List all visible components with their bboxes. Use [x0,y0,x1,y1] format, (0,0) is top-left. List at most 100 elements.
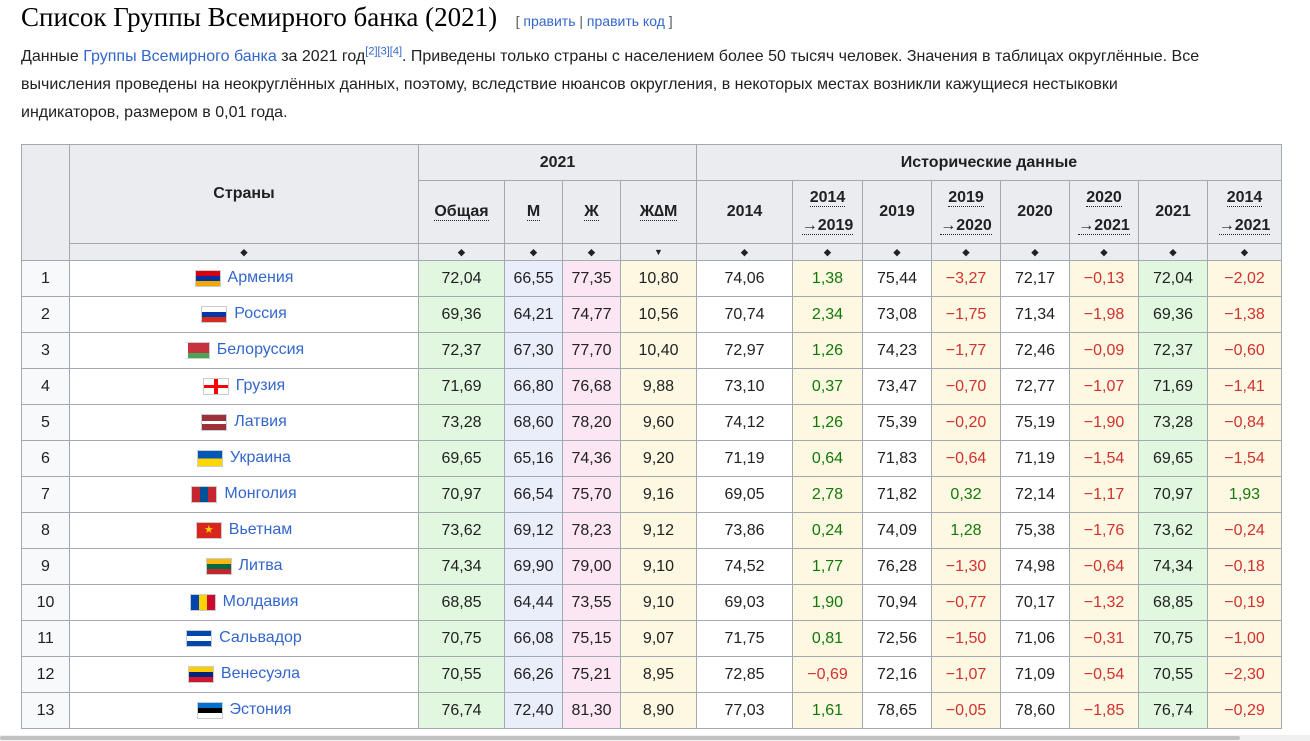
col-male-header[interactable]: М [504,180,563,244]
sort-button-country[interactable]: ◆ [69,243,419,261]
country-link[interactable]: Молдавия [222,593,299,611]
col-hist-header-6[interactable]: 2021 [1138,180,1208,244]
col-hist-header-2[interactable]: 2019 [862,180,932,244]
rank-cell: 8 [21,512,70,549]
value-cell: 69,12 [504,512,563,549]
value-cell: 68,85 [1138,584,1208,621]
sort-button-1[interactable]: ◆ [418,243,505,261]
sort-button-5[interactable]: ◆ [696,243,793,261]
flag-icon [191,485,218,503]
value-cell: 72,97 [696,332,793,369]
value-cell: 70,55 [418,656,505,693]
col-hist-sublabel: →2021 [1218,217,1271,235]
value-cell: 68,85 [418,584,505,621]
value-cell: 72,04 [1138,260,1208,297]
scrollbar-thumb[interactable] [0,736,1240,740]
edit-link[interactable]: править [523,13,576,29]
sort-button-11[interactable]: ◆ [1138,243,1208,261]
world-bank-link[interactable]: Группы Всемирного банка [83,48,277,65]
country-cell: Грузия [69,368,419,405]
value-cell: −0,05 [931,692,1001,729]
value-cell: 78,20 [562,404,621,441]
country-link[interactable]: Литва [238,557,283,575]
value-cell: 74,98 [1000,548,1070,585]
country-cell: Венесуэла [69,656,419,693]
value-cell: 1,26 [792,404,863,441]
sort-button-9[interactable]: ◆ [1000,243,1070,261]
country-link[interactable]: Эстония [229,701,292,719]
sort-button-3[interactable]: ◆ [562,243,621,261]
value-cell: 74,23 [862,332,932,369]
value-cell: 70,94 [862,584,932,621]
value-cell: 71,06 [1000,620,1070,657]
flag-icon [194,269,221,287]
value-cell: −0,70 [931,368,1001,405]
edit-code-link[interactable]: править код [586,13,665,29]
value-cell: 73,28 [1138,404,1208,441]
value-cell: 73,47 [862,368,932,405]
country-link[interactable]: Россия [234,305,287,323]
country-link[interactable]: Венесуэла [220,665,301,683]
col-hist-header-5[interactable]: 2020 →2021 [1069,180,1139,244]
value-cell: 66,80 [504,368,563,405]
col-total-header[interactable]: Общая [418,180,505,244]
intro-text-2: за 2021 год [276,48,366,65]
value-cell: 72,40 [504,692,563,729]
table-row: 7 Монголия 70,97 66,54 75,70 9,16 69,05 2,78 71,… [21,476,1282,513]
sort-button-6[interactable]: ◆ [792,243,863,261]
col-diff-label: Ж∆М [639,203,678,221]
value-cell: 72,77 [1000,368,1070,405]
country-link[interactable]: Монголия [224,485,297,503]
sort-button-8[interactable]: ◆ [931,243,1001,261]
value-cell: −0,13 [1069,260,1139,297]
value-cell: 75,39 [862,404,932,441]
value-cell: −1,90 [1069,404,1139,441]
value-cell: 10,80 [620,260,697,297]
sort-button-2[interactable]: ◆ [504,243,563,261]
value-cell: 67,30 [504,332,563,369]
flag-icon [196,701,223,719]
horizontal-scrollbar[interactable] [0,735,1310,741]
country-link[interactable]: Армения [227,269,294,287]
sort-button-10[interactable]: ◆ [1069,243,1139,261]
rank-cell: 5 [21,404,70,441]
flag-icon [205,557,232,575]
value-cell: 71,19 [696,440,793,477]
intro-text-1: Данные [21,48,84,65]
ref-link-4[interactable]: [4] [389,45,402,58]
value-cell: 72,37 [1138,332,1208,369]
col-diff-header[interactable]: Ж∆М [620,180,697,244]
col-hist-header-4[interactable]: 2020 [1000,180,1070,244]
value-cell: 74,34 [418,548,505,585]
sort-button-4[interactable]: ▼ [620,243,697,261]
table-row: 10 Молдавия 68,85 64,44 73,55 9,10 69,03 1,90 70… [21,584,1282,621]
country-link[interactable]: Латвия [234,413,287,431]
value-cell: 66,26 [504,656,563,693]
edit-links: [ править | править код ] [516,13,673,29]
table-row: 8 ★ Вьетнам 73,62 69,12 78,23 9,12 73,86 0,24 74,… [21,512,1282,549]
value-cell: −0,29 [1207,692,1282,729]
value-cell: 0,81 [792,620,863,657]
col-total-label: Общая [434,203,489,221]
country-link[interactable]: Украина [230,449,291,467]
col-hist-header-0[interactable]: 2014 [696,180,793,244]
ref-link-3[interactable]: [3] [377,45,390,58]
sort-button-12[interactable]: ◆ [1207,243,1282,261]
col-hist-header-3[interactable]: 2019 →2020 [931,180,1001,244]
value-cell: 79,00 [562,548,621,585]
ref-link-2[interactable]: [2] [365,45,378,58]
col-hist-header-7[interactable]: 2014 →2021 [1207,180,1282,244]
col-hist-label: 2019 [879,203,915,220]
country-link[interactable]: Грузия [235,377,286,395]
value-cell: 10,56 [620,296,697,333]
country-link[interactable]: Белоруссия [216,341,305,359]
country-link[interactable]: Вьетнам [228,521,293,539]
rank-cell: 11 [21,620,70,657]
value-cell: 70,17 [1000,584,1070,621]
sort-button-7[interactable]: ◆ [862,243,932,261]
col-female-header[interactable]: Ж [562,180,621,244]
col-hist-header-1[interactable]: 2014 →2019 [792,180,863,244]
country-cell: Монголия [69,476,419,513]
country-link[interactable]: Сальвадор [219,629,302,647]
value-cell: −1,07 [931,656,1001,693]
